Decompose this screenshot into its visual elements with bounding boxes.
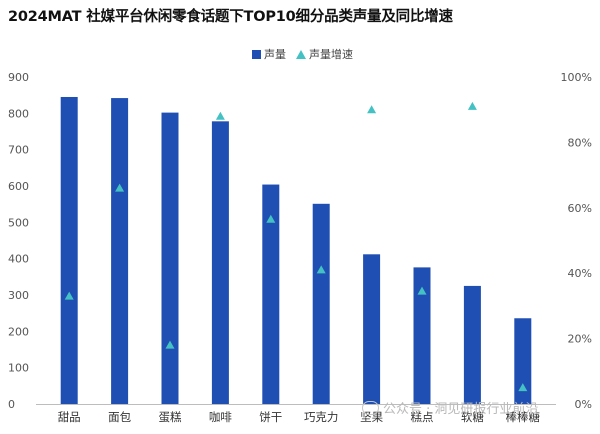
bar bbox=[413, 267, 431, 404]
chart-title: 2024MAT 社媒平台休闲零食话题下TOP10细分品类声量及同比增速 bbox=[8, 9, 453, 25]
y-left-tick-label: 300 bbox=[8, 289, 29, 302]
wechat-icon bbox=[362, 400, 379, 415]
growth-marker bbox=[215, 111, 225, 120]
growth-marker bbox=[266, 214, 276, 223]
growth-marker bbox=[115, 183, 125, 192]
x-category-label: 蛋糕 bbox=[159, 410, 182, 424]
growth-marker bbox=[316, 265, 326, 274]
growth-marker bbox=[367, 105, 377, 114]
growth-marker bbox=[518, 383, 528, 392]
y-left-tick-label: 200 bbox=[8, 325, 29, 338]
y-left-tick-label: 600 bbox=[8, 180, 29, 193]
x-category-label: 巧克力 bbox=[304, 410, 339, 424]
y-right-tick-label: 40% bbox=[568, 267, 592, 280]
bar bbox=[211, 121, 229, 405]
legend-label-volume: 声量 bbox=[264, 48, 286, 61]
bar bbox=[262, 184, 280, 404]
x-category-label: 糕点 bbox=[411, 410, 434, 424]
y-right-tick-label: 100% bbox=[561, 71, 592, 84]
growth-marker bbox=[64, 291, 74, 300]
watermark-text: 公众号 · 洞见研报行业前沿 bbox=[383, 402, 539, 417]
x-category-label: 软糖 bbox=[461, 410, 484, 424]
legend: 声量 声量增速 bbox=[252, 46, 363, 62]
y-left-tick-label: 800 bbox=[8, 107, 29, 120]
x-category-label: 面包 bbox=[108, 410, 131, 424]
y-left-tick-label: 100 bbox=[8, 362, 29, 375]
y-left-tick-label: 900 bbox=[8, 71, 29, 84]
y-right-tick-label: 20% bbox=[568, 333, 592, 346]
growth-marker bbox=[417, 286, 427, 295]
y-left-tick-label: 400 bbox=[8, 253, 29, 266]
x-category-label: 棒棒糖 bbox=[506, 410, 541, 424]
bar bbox=[111, 98, 129, 404]
legend-swatch-bar bbox=[252, 49, 261, 59]
y-left-tick-label: 0 bbox=[8, 398, 15, 411]
y-right-tick-label: 60% bbox=[568, 202, 592, 215]
growth-marker bbox=[467, 101, 477, 110]
bar bbox=[312, 203, 330, 404]
legend-swatch-triangle bbox=[296, 49, 306, 59]
y-right-tick-label: 80% bbox=[568, 136, 592, 149]
y-right-tick-label: 0% bbox=[575, 398, 592, 411]
x-category-label: 饼干 bbox=[259, 410, 282, 424]
x-category-label: 咖啡 bbox=[209, 410, 232, 424]
x-category-label: 甜品 bbox=[58, 410, 81, 424]
legend-item-volume: 声量 bbox=[252, 46, 286, 62]
legend-item-growth: 声量增速 bbox=[296, 46, 353, 62]
y-left-tick-label: 700 bbox=[8, 144, 29, 157]
growth-marker bbox=[165, 340, 175, 349]
y-left-tick-label: 500 bbox=[8, 216, 29, 229]
bar bbox=[363, 254, 381, 404]
bar bbox=[60, 96, 78, 404]
bar bbox=[463, 285, 481, 404]
legend-label-growth: 声量增速 bbox=[309, 48, 353, 61]
bar bbox=[514, 318, 532, 404]
watermark: 公众号 · 洞见研报行业前沿 bbox=[362, 398, 538, 417]
bar bbox=[161, 112, 179, 405]
